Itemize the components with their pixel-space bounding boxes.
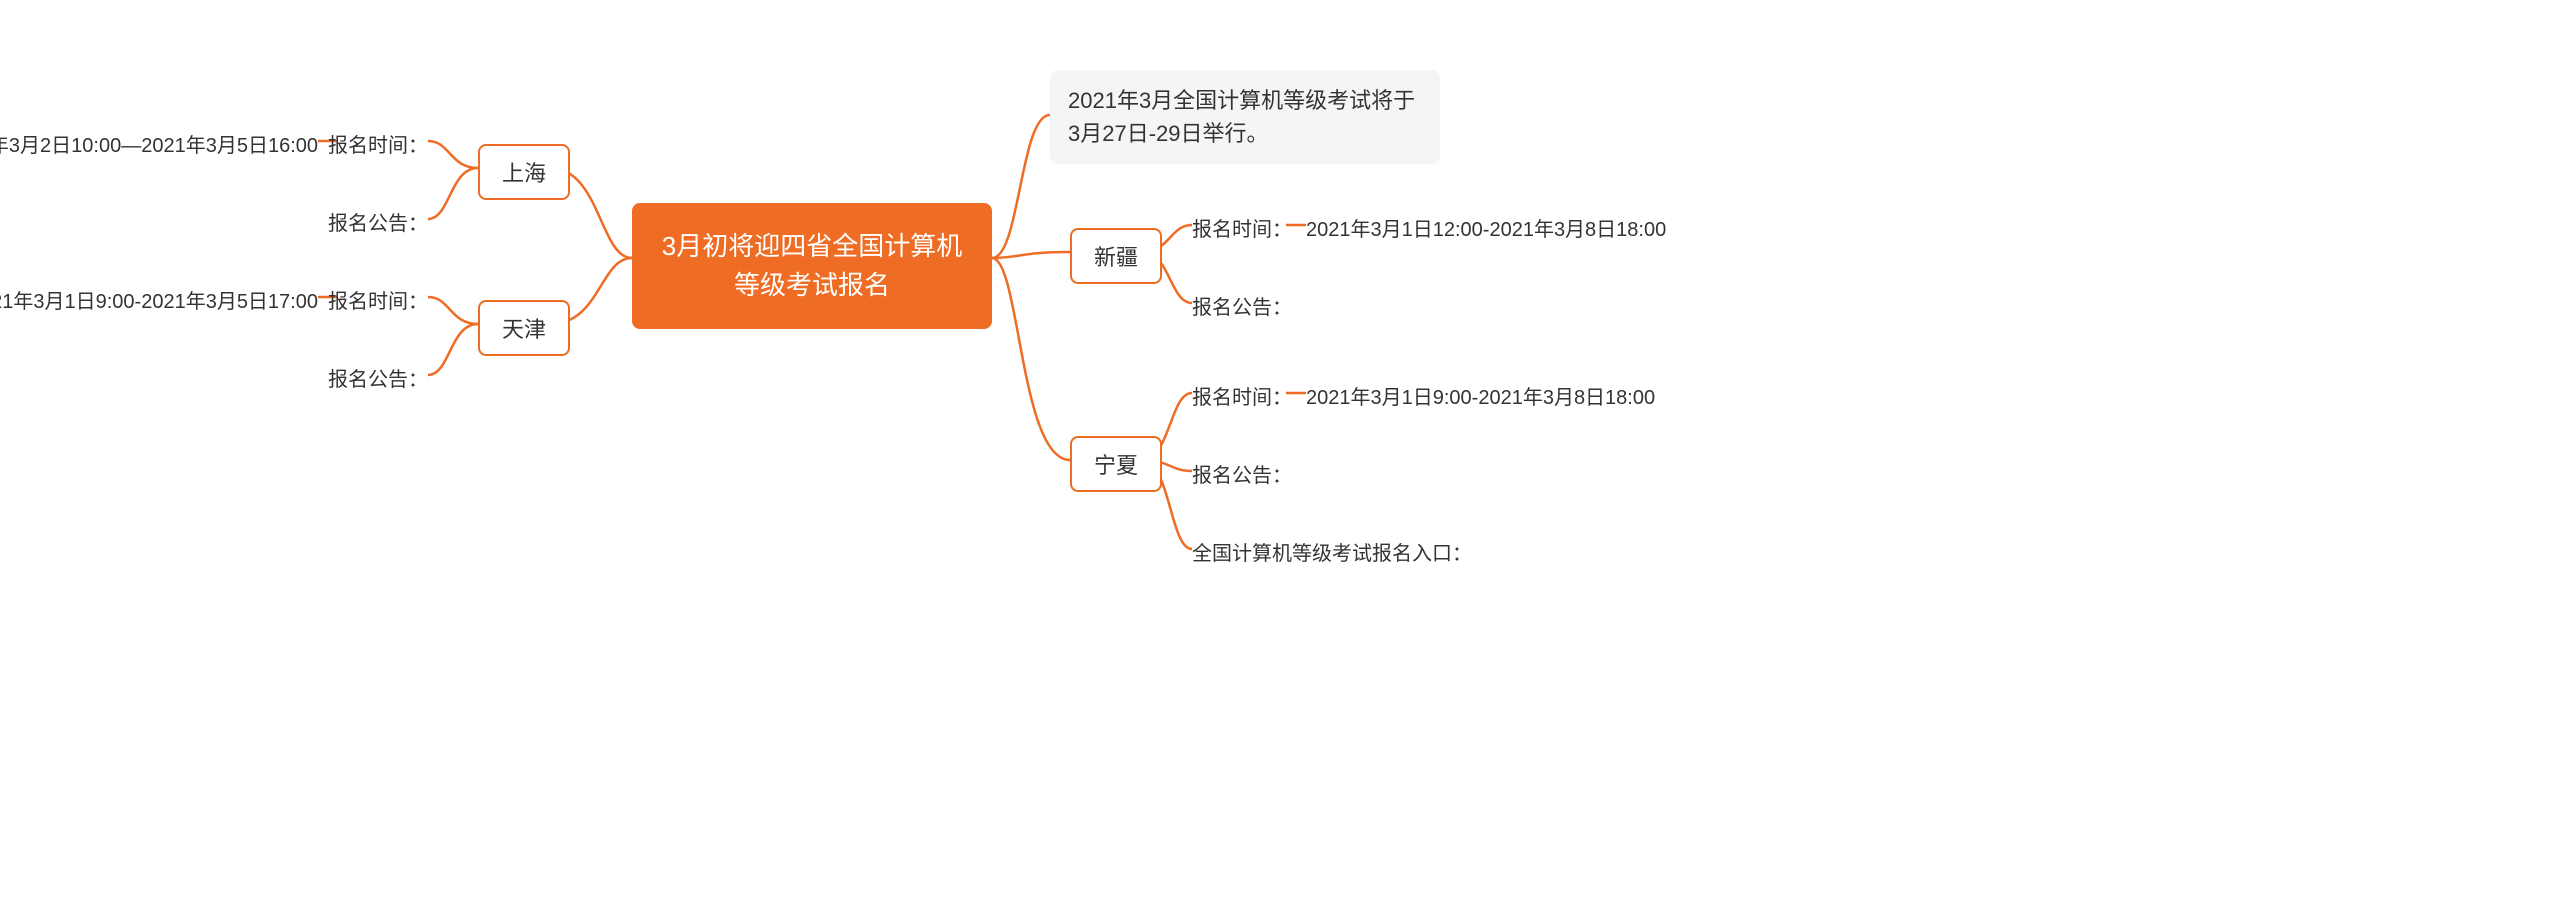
nx-entry-label: 全国计算机等级考试报名入口： — [1192, 537, 1472, 566]
tj-time-label: 报名时间： — [328, 285, 428, 314]
tj-notice-label: 报名公告： — [328, 363, 428, 392]
province-label: 天津 — [502, 312, 546, 344]
exam-info-box: 2021年3月全国计算机等级考试将于3月27日­-29日举行。 — [1050, 70, 1440, 164]
sh-notice-label: 报名公告： — [328, 207, 428, 236]
nx-time-label: 报名时间： — [1192, 381, 1292, 410]
province-label: 上海 — [502, 156, 546, 188]
nx-time-value: 2021年3月1日9:00-2021年3月8日18:00 — [1306, 381, 1655, 410]
sh-time-label: 报名时间： — [328, 129, 428, 158]
province-label: 宁夏 — [1094, 448, 1138, 480]
tj-time-value: 2021年3月1日9:00-2021年3月5日17:00 — [0, 285, 318, 314]
exam-info-text: 2021年3月全国计算机等级考试将于3月27日­-29日举行。 — [1068, 84, 1422, 150]
xj-time-value: 2021年3月1日12:00-2021年3月8日18:00 — [1306, 213, 1666, 242]
province-xinjiang: 新疆 — [1070, 228, 1162, 284]
xj-time-label: 报名时间： — [1192, 213, 1292, 242]
province-ningxia: 宁夏 — [1070, 436, 1162, 492]
province-label: 新疆 — [1094, 240, 1138, 272]
root-text: 3月初将迎四省全国计算机等级考试报名 — [660, 227, 964, 305]
province-tianjin: 天津 — [478, 300, 570, 356]
province-shanghai: 上海 — [478, 144, 570, 200]
root-node: 3月初将迎四省全国计算机等级考试报名 — [632, 203, 992, 329]
xj-notice-label: 报名公告： — [1192, 291, 1292, 320]
sh-time-value: 2021年3月2日10:00—2021年3月5日16:00 — [0, 129, 318, 158]
nx-notice-label: 报名公告： — [1192, 459, 1292, 488]
